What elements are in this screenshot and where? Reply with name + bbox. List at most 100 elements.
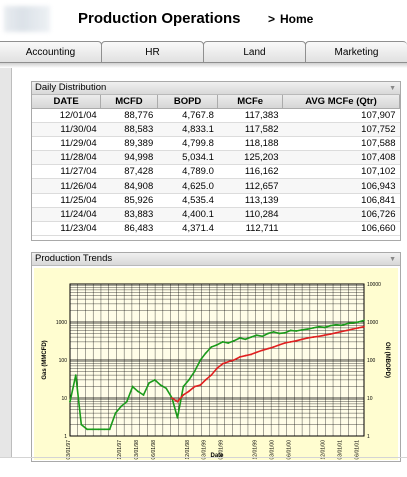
gas-point xyxy=(250,336,252,339)
table-cell: 11/23/04 xyxy=(32,221,101,237)
gas-point xyxy=(120,405,122,408)
tab-accounting[interactable]: Accounting xyxy=(0,41,102,63)
column-header[interactable]: BOPD xyxy=(157,95,219,109)
tab-marketing[interactable]: Marketing xyxy=(305,41,407,63)
gas-point xyxy=(346,322,348,325)
table-row: 11/30/04 88,583 4,833.1 117,582 107,752 xyxy=(32,122,400,137)
oil-point xyxy=(346,329,348,332)
gas-point xyxy=(323,326,326,329)
table-row: 11/29/04 89,389 4,799.8 118,188 107,588 xyxy=(32,136,400,152)
x-tick-label: 03/01/00 xyxy=(270,440,276,460)
y2-tick-label: 10000 xyxy=(367,282,381,288)
table-cell: 5,034.1 xyxy=(157,150,218,166)
table-cell: 89,389 xyxy=(100,136,158,152)
oil-point xyxy=(283,342,286,344)
x-tick-label: 12/01/98 xyxy=(185,440,191,460)
oil-point xyxy=(301,338,303,341)
column-header[interactable]: AVG MCFe (Qtr) xyxy=(282,95,400,109)
tab-hr[interactable]: HR xyxy=(101,41,204,63)
gas-point xyxy=(289,329,292,332)
gas-point xyxy=(97,428,100,431)
gas-point xyxy=(267,332,270,335)
table-cell: 11/28/04 xyxy=(32,150,101,166)
x-tick-label: 03/01/97 xyxy=(66,440,72,460)
table-cell: 110,284 xyxy=(217,207,283,223)
x-tick-label: 12/01/00 xyxy=(321,440,327,460)
table-cell: 107,102 xyxy=(282,164,400,180)
home-link[interactable]: > Home xyxy=(268,12,313,26)
table-cell: 4,789.0 xyxy=(157,164,218,180)
chevron-down-icon[interactable]: ▼ xyxy=(389,256,396,263)
panel-header: Daily Distribution ▼ xyxy=(32,82,400,95)
table-cell: 84,908 xyxy=(100,178,158,194)
x-tick-label: 12/01/99 xyxy=(253,440,259,460)
x-tick-label: 03/01/01 xyxy=(337,440,343,460)
gas-point xyxy=(340,324,343,327)
table-row: 11/28/04 94,998 5,034.1 125,203 107,408 xyxy=(32,150,400,166)
oil-point xyxy=(238,356,241,358)
gas-point xyxy=(182,385,185,388)
oil-point xyxy=(278,343,281,346)
oil-point xyxy=(329,333,332,336)
gas-point xyxy=(136,390,139,393)
table-cell: 85,926 xyxy=(100,193,158,208)
table-cell: 11/26/04 xyxy=(32,178,101,194)
production-trends-panel: Production Trends ▼ 1 10 100 1000 1 10 100 1000… xyxy=(31,252,401,462)
oil-point xyxy=(182,394,185,396)
table-cell: 4,625.0 xyxy=(157,178,218,194)
gas-point xyxy=(278,332,281,335)
oil-point xyxy=(171,397,173,399)
chevron-down-icon[interactable]: ▼ xyxy=(389,85,396,92)
table-cell: 11/27/04 xyxy=(32,164,101,180)
column-header[interactable]: DATE xyxy=(32,95,102,109)
oil-point xyxy=(216,367,218,370)
gas-point xyxy=(301,328,303,331)
panel-title: Daily Distribution xyxy=(35,82,107,93)
table-cell: 117,582 xyxy=(217,122,283,137)
oil-point xyxy=(176,400,179,403)
table-cell: 11/30/04 xyxy=(32,122,101,137)
table-cell: 87,428 xyxy=(100,164,158,180)
oil-point xyxy=(351,328,354,331)
table-cell: 4,799.8 xyxy=(157,136,218,152)
table-cell: 112,657 xyxy=(217,178,283,194)
gas-point xyxy=(204,352,207,355)
panel-header: Production Trends ▼ xyxy=(32,253,400,266)
y-tick-label: 1 xyxy=(64,434,67,440)
gas-point xyxy=(159,384,162,386)
y-tick-label: 1000 xyxy=(56,320,67,326)
oil-point xyxy=(306,337,309,339)
table-cell: 88,583 xyxy=(100,122,158,137)
table-cell: 106,660 xyxy=(282,221,400,237)
y2-tick-label: 10 xyxy=(367,396,373,402)
table-row: 11/23/04 86,483 4,371.4 112,711 106,660 xyxy=(32,221,400,237)
gas-point xyxy=(74,374,77,377)
table-row: 12/01/04 88,776 4,767.8 117,383 107,907 xyxy=(32,108,400,123)
table-cell: 83,883 xyxy=(100,207,158,223)
oil-point xyxy=(312,336,315,339)
table-cell: 118,188 xyxy=(217,136,283,152)
table-row: 11/24/04 83,883 4,400.1 110,284 106,726 xyxy=(32,207,400,223)
oil-point xyxy=(204,378,207,381)
table-cell: 112,711 xyxy=(217,221,283,237)
column-header[interactable]: MCFe xyxy=(217,95,283,109)
x-tick-label: 06/01/00 xyxy=(287,440,293,460)
gas-point xyxy=(148,381,151,384)
y2-axis-label: Oil (MBOPD) xyxy=(384,342,390,378)
column-header[interactable]: MCFD xyxy=(100,95,158,109)
gas-point xyxy=(193,370,196,373)
table-cell: 94,998 xyxy=(100,150,158,166)
table-cell: 4,371.4 xyxy=(157,221,218,237)
y2-tick-label: 100 xyxy=(367,358,376,364)
x-tick-label: 03/01/99 xyxy=(202,440,208,460)
sidebar xyxy=(0,68,12,458)
tab-land[interactable]: Land xyxy=(203,41,306,63)
x-tick-label: 06/01/98 xyxy=(151,440,157,460)
table-cell: 107,752 xyxy=(282,122,400,137)
gas-point xyxy=(125,400,128,403)
gas-point xyxy=(142,394,145,396)
x-tick-label: 06/01/99 xyxy=(219,440,225,460)
app-title: Production Operations xyxy=(78,10,241,27)
home-label: Home xyxy=(280,12,314,26)
gas-point xyxy=(108,428,111,431)
